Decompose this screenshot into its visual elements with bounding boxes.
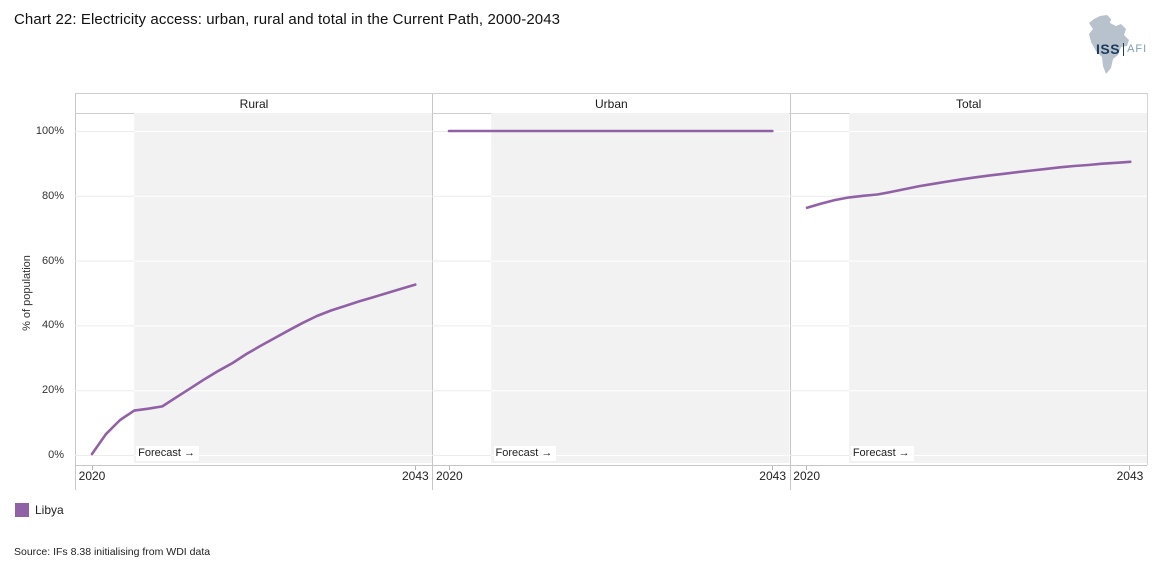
panel-plot-total: Forecast → (789, 113, 1148, 465)
panel-left-border (75, 93, 76, 490)
y-tick-label: 100% (35, 125, 64, 137)
x-tick-mark (772, 465, 774, 470)
y-tick-label: 20% (41, 384, 64, 397)
x-tick-label: 2043 (759, 469, 786, 483)
x-tick-mark (414, 465, 416, 470)
panel-urban: Urban Forecast → 2020 2043 (432, 93, 791, 490)
forecast-region (848, 113, 1147, 463)
panel-canvas-rural (75, 113, 433, 463)
panel-left-border (789, 93, 791, 490)
x-tick-label: 2020 (435, 469, 463, 483)
forecast-label-total: Forecast → (850, 446, 914, 461)
panel-total: Total Forecast → 2020 2043 (789, 93, 1148, 490)
forecast-region (134, 113, 433, 463)
x-tick-label: 2020 (793, 469, 820, 483)
chart-title: Chart 22: Electricity access: urban, rur… (14, 11, 561, 28)
plot-right-border (1147, 93, 1148, 465)
legend: Libya (15, 503, 64, 517)
x-tick-mark (448, 465, 450, 470)
logo-iss-text: ISS (1096, 41, 1121, 57)
x-tick-mark (1129, 465, 1131, 470)
logo-wordmark: ISS AFI (1096, 41, 1147, 57)
panel-rural: Rural Forecast → 2020 2043 (75, 93, 433, 490)
y-tick-label: 0% (48, 449, 64, 461)
x-tick-label: 2020 (78, 469, 106, 483)
panel-plot-urban: Forecast → (432, 113, 790, 465)
panel-header-rural: Rural (75, 93, 433, 114)
x-tick-label: 2043 (401, 469, 429, 483)
forecast-label-rural: Forecast → (136, 446, 200, 461)
logo-divider-icon (1123, 42, 1125, 56)
iss-afi-logo: ISS AFI (1068, 12, 1152, 78)
x-tick-mark (91, 465, 93, 470)
x-axis-line (75, 465, 1147, 466)
x-tick-mark (806, 465, 808, 470)
panel-header-urban: Urban (432, 93, 791, 114)
x-tick-label: 2043 (1116, 469, 1144, 483)
legend-swatch-libya (15, 503, 29, 517)
y-tick-label: 60% (41, 254, 64, 267)
forecast-label-urban: Forecast → (493, 446, 557, 461)
forecast-region (491, 113, 790, 463)
panel-canvas-urban (432, 113, 790, 463)
chart-line-rural-libya (90, 283, 417, 456)
panel-header-total: Total (789, 93, 1148, 114)
panel-left-border (432, 93, 434, 490)
panel-canvas-total (789, 113, 1147, 463)
africa-map-icon (1089, 15, 1129, 74)
panel-plot-rural: Forecast → (75, 113, 433, 465)
legend-label-libya: Libya (35, 503, 64, 517)
y-tick-label: 40% (41, 319, 64, 332)
source-note: Source: IFs 8.38 initialising from WDI d… (14, 546, 211, 558)
logo-afi-text: AFI (1127, 43, 1148, 55)
y-tick-label: 80% (41, 189, 64, 202)
chart-line-total-libya (805, 160, 1132, 210)
